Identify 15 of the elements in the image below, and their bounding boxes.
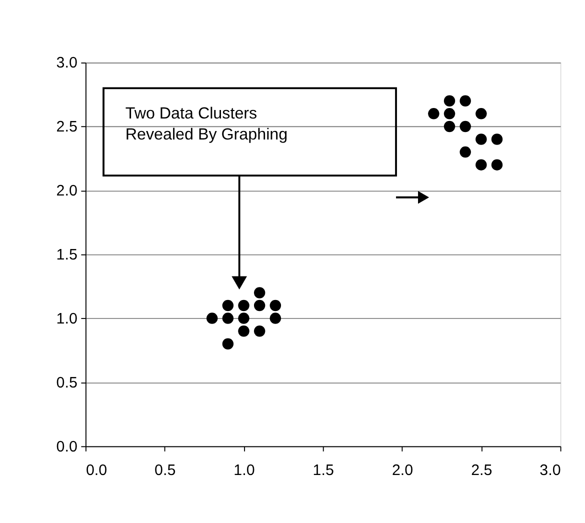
y-tick-label: 2.0 xyxy=(56,182,78,200)
y-tick-label: 0.5 xyxy=(56,374,78,392)
y-tick-label: 0.0 xyxy=(56,438,78,456)
x-tick-label: 1.0 xyxy=(234,462,255,480)
x-tick-label: 0.0 xyxy=(86,462,108,480)
x-tick-label: 2.0 xyxy=(392,462,414,480)
x-tick-label: 1.5 xyxy=(312,462,334,480)
x-tick-label: 0.5 xyxy=(154,462,176,480)
y-tick-label: 2.5 xyxy=(56,118,78,136)
x-tick-label: 3.0 xyxy=(540,462,561,480)
x-tick-label: 2.5 xyxy=(471,462,492,480)
annotation: Two Data Clusters Revealed By Graphing xyxy=(125,104,288,144)
y-tick-label: 3.0 xyxy=(56,54,78,72)
y-tick-label: 1.0 xyxy=(56,310,78,328)
y-tick-label: 1.5 xyxy=(56,246,78,264)
